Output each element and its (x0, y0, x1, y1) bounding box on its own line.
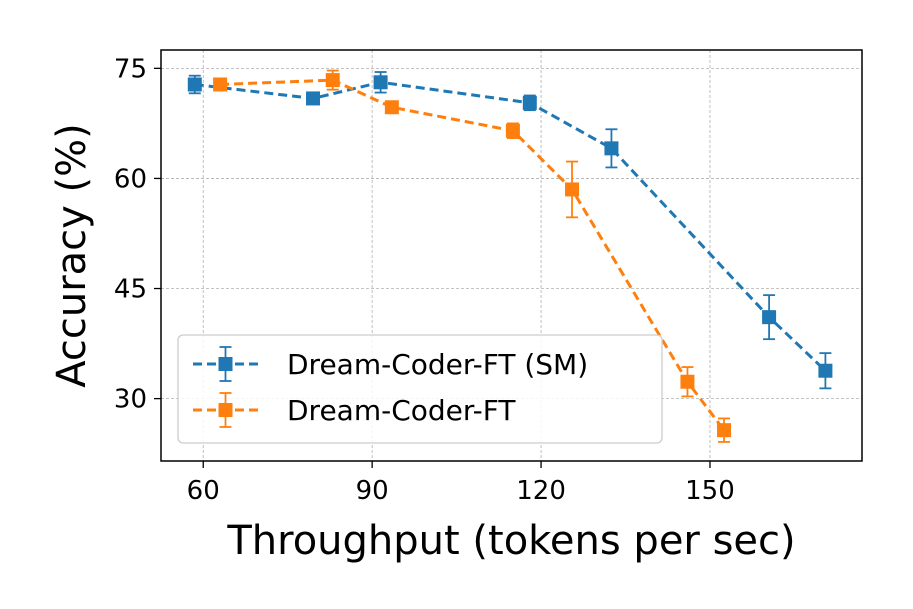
legend: Dream-Coder-FT (SM) Dream-Coder-FT (177, 334, 663, 444)
x-tick-label: 150 (685, 476, 735, 506)
x-tick-label: 60 (187, 476, 220, 506)
data-point (522, 95, 537, 110)
y-tick-label: 45 (114, 275, 147, 305)
data-point (762, 310, 777, 325)
data-point (505, 123, 520, 138)
legend-label: Dream-Coder-FT (287, 394, 516, 427)
axis-ticks: 60 90 120 150 30 45 60 75 (114, 54, 735, 506)
y-tick-label: 75 (114, 54, 147, 84)
legend-label: Dream-Coder-FT (SM) (287, 348, 588, 381)
y-tick-label: 30 (114, 385, 147, 415)
data-point (213, 77, 228, 92)
legend-item: Dream-Coder-FT (193, 392, 516, 428)
data-point (565, 182, 580, 197)
data-point (373, 75, 388, 90)
x-axis-label: Throughput (tokens per sec) (226, 518, 795, 564)
data-point (818, 363, 833, 378)
data-point (717, 423, 732, 438)
y-tick-label: 60 (114, 164, 147, 194)
legend-box (177, 334, 663, 444)
data-point (384, 100, 399, 115)
legend-marker (218, 403, 233, 417)
plot-area-frame (160, 49, 863, 462)
series-2 (213, 69, 732, 443)
data-point (604, 141, 619, 156)
data-point (680, 374, 695, 389)
data-point (306, 91, 321, 106)
x-tick-label: 120 (516, 476, 566, 506)
legend-marker (218, 357, 233, 371)
series-layer (187, 69, 833, 443)
data-point (187, 77, 202, 92)
data-point (325, 73, 340, 88)
series-1 (187, 71, 833, 390)
y-axis-label: Accuracy (%) (49, 123, 95, 388)
x-tick-label: 90 (356, 476, 389, 506)
legend-item: Dream-Coder-FT (SM) (193, 346, 588, 382)
